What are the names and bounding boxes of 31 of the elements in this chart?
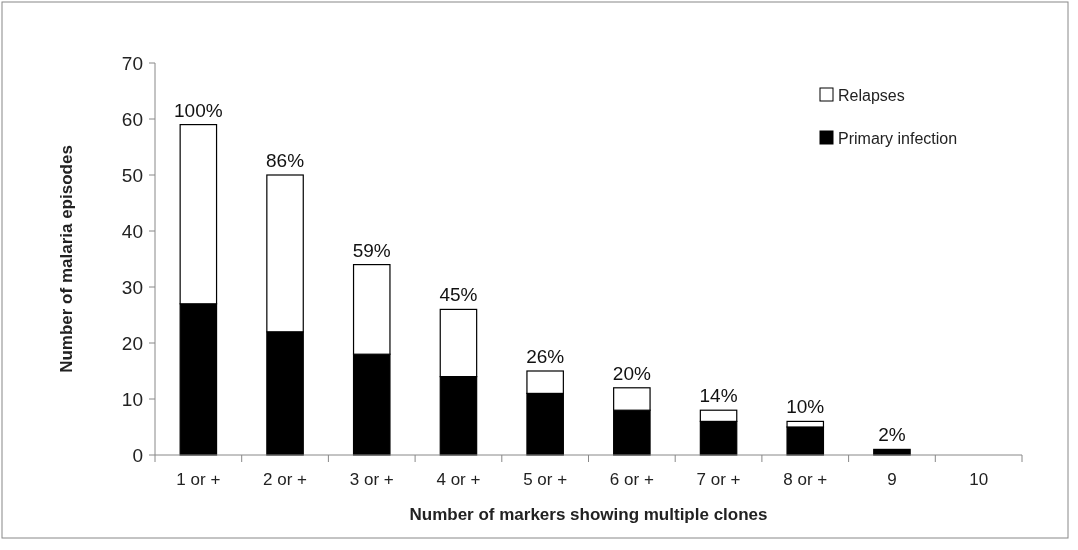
x-axis-title: Number of markers showing multiple clones (409, 505, 768, 524)
annotation: 14% (699, 385, 738, 407)
x-tick-label: 5 or + (523, 470, 568, 489)
y-tick-label: 0 (132, 444, 143, 466)
y-tick-label: 10 (121, 388, 143, 410)
y-tick-label: 20 (121, 332, 143, 354)
annotation: 86% (266, 150, 305, 171)
annotation: 59% (352, 239, 391, 261)
x-tick-label: 9 (887, 470, 897, 489)
y-tick-label: 60 (121, 108, 143, 130)
x-tick-label: 1 or + (176, 470, 221, 489)
x-tick-label: 6 or + (609, 470, 654, 489)
annotation: 26% (526, 346, 565, 367)
annotation: 10% (786, 396, 825, 418)
x-tick-label: 7 or + (696, 470, 741, 489)
annotation: 100% (174, 99, 223, 121)
x-tick-label: 10 (969, 470, 989, 489)
y-tick-label: 30 (121, 276, 143, 298)
legend-label: Primary infection (838, 129, 958, 147)
annotation: 45% (439, 284, 478, 306)
x-tick-label: 2 or + (263, 470, 308, 489)
y-tick-label: 50 (121, 164, 143, 186)
y-axis-title: Number of malaria episodes (57, 145, 76, 373)
x-tick-label: 8 or + (783, 470, 828, 489)
annotation: 2% (878, 424, 906, 446)
x-tick-label: 3 or + (349, 470, 394, 489)
legend-label: Relapses (838, 86, 905, 104)
x-tick-label: 4 or + (436, 470, 481, 489)
y-tick-label: 40 (121, 220, 143, 242)
y-tick-label: 70 (121, 52, 143, 74)
annotation: 20% (612, 362, 651, 384)
